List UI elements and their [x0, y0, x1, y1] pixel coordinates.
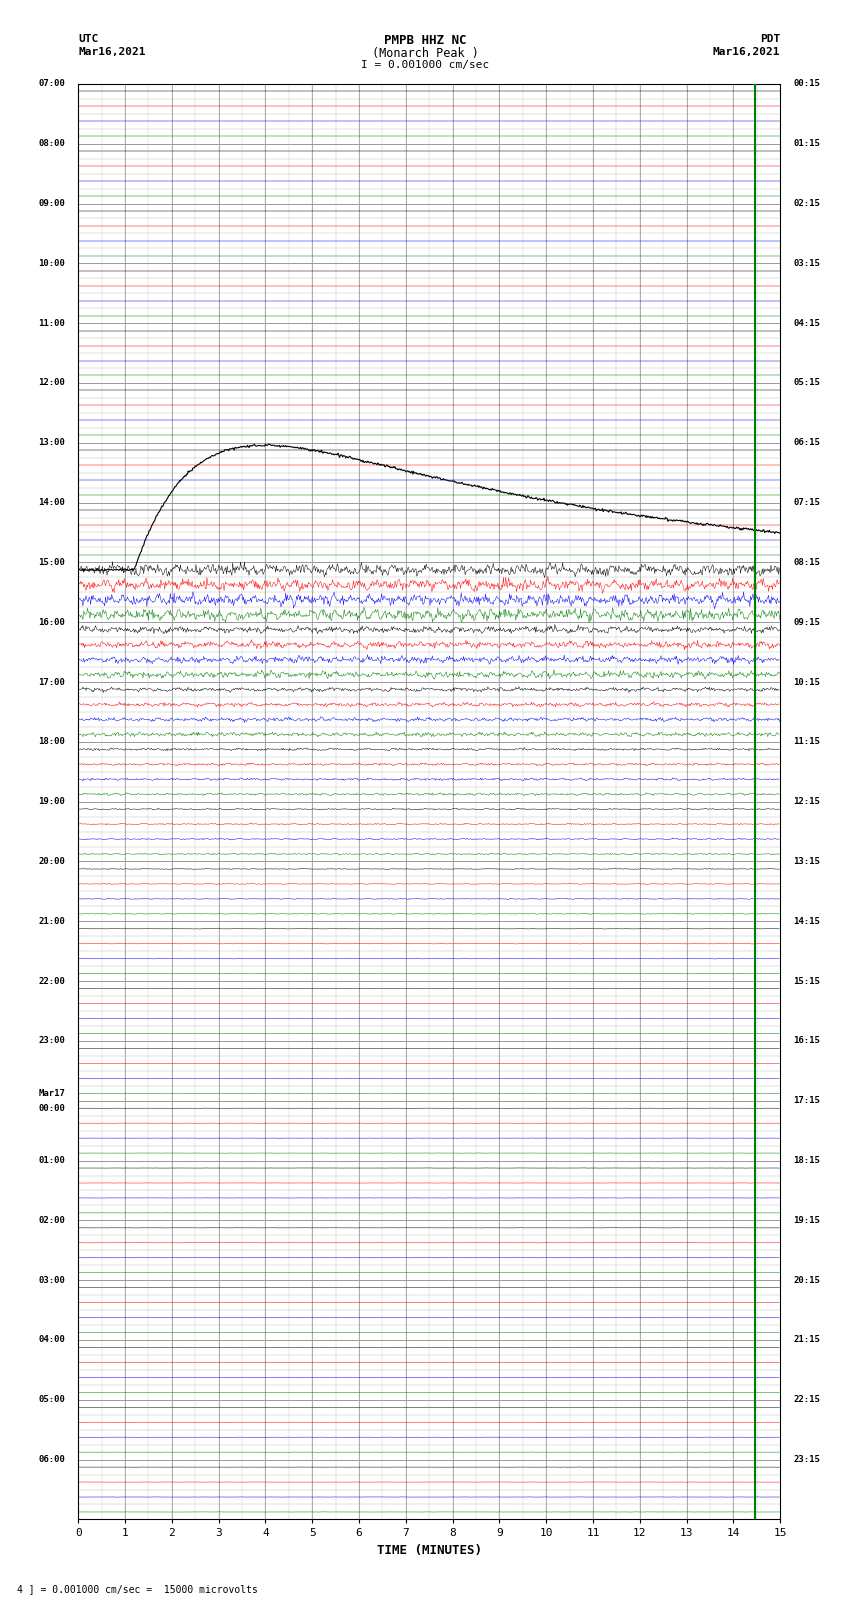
Text: Mar16,2021: Mar16,2021: [713, 47, 780, 56]
Text: 05:00: 05:00: [38, 1395, 65, 1405]
Text: 11:00: 11:00: [38, 319, 65, 327]
Text: 11:15: 11:15: [793, 737, 820, 747]
Text: 17:00: 17:00: [38, 677, 65, 687]
Text: 08:15: 08:15: [793, 558, 820, 566]
Text: (Monarch Peak ): (Monarch Peak ): [371, 47, 479, 60]
Text: 10:00: 10:00: [38, 258, 65, 268]
Text: 14:15: 14:15: [793, 916, 820, 926]
Text: 14:00: 14:00: [38, 498, 65, 506]
Text: 22:00: 22:00: [38, 976, 65, 986]
Text: 01:00: 01:00: [38, 1157, 65, 1165]
Text: 20:00: 20:00: [38, 857, 65, 866]
Text: PMPB HHZ NC: PMPB HHZ NC: [383, 34, 467, 47]
Text: 03:15: 03:15: [793, 258, 820, 268]
Text: 02:15: 02:15: [793, 198, 820, 208]
Text: 13:15: 13:15: [793, 857, 820, 866]
Text: 07:00: 07:00: [38, 79, 65, 89]
Text: 16:15: 16:15: [793, 1037, 820, 1045]
Text: Mar17: Mar17: [38, 1089, 65, 1098]
Text: 10:15: 10:15: [793, 677, 820, 687]
Text: 06:00: 06:00: [38, 1455, 65, 1465]
Text: 20:15: 20:15: [793, 1276, 820, 1284]
Text: 17:15: 17:15: [793, 1097, 820, 1105]
Text: 04:15: 04:15: [793, 319, 820, 327]
Text: 00:15: 00:15: [793, 79, 820, 89]
Text: 19:00: 19:00: [38, 797, 65, 806]
Text: UTC: UTC: [78, 34, 99, 44]
Text: 4 ] = 0.001000 cm/sec =  15000 microvolts: 4 ] = 0.001000 cm/sec = 15000 microvolts: [17, 1584, 258, 1594]
Text: Mar16,2021: Mar16,2021: [78, 47, 145, 56]
Text: 23:15: 23:15: [793, 1455, 820, 1465]
Text: 19:15: 19:15: [793, 1216, 820, 1224]
Text: 12:00: 12:00: [38, 379, 65, 387]
Text: 09:15: 09:15: [793, 618, 820, 627]
Text: 08:00: 08:00: [38, 139, 65, 148]
Text: 18:00: 18:00: [38, 737, 65, 747]
Text: 21:15: 21:15: [793, 1336, 820, 1345]
Text: 21:00: 21:00: [38, 916, 65, 926]
Text: 09:00: 09:00: [38, 198, 65, 208]
Text: 22:15: 22:15: [793, 1395, 820, 1405]
Text: I = 0.001000 cm/sec: I = 0.001000 cm/sec: [361, 60, 489, 69]
Text: 03:00: 03:00: [38, 1276, 65, 1284]
Text: 07:15: 07:15: [793, 498, 820, 506]
Text: 02:00: 02:00: [38, 1216, 65, 1224]
Text: 23:00: 23:00: [38, 1037, 65, 1045]
Text: 16:00: 16:00: [38, 618, 65, 627]
Text: 18:15: 18:15: [793, 1157, 820, 1165]
Text: 01:15: 01:15: [793, 139, 820, 148]
Text: 04:00: 04:00: [38, 1336, 65, 1345]
Text: 12:15: 12:15: [793, 797, 820, 806]
Text: 15:00: 15:00: [38, 558, 65, 566]
X-axis label: TIME (MINUTES): TIME (MINUTES): [377, 1544, 482, 1557]
Text: 00:00: 00:00: [38, 1103, 65, 1113]
Text: 05:15: 05:15: [793, 379, 820, 387]
Text: 06:15: 06:15: [793, 439, 820, 447]
Text: 15:15: 15:15: [793, 976, 820, 986]
Text: PDT: PDT: [760, 34, 780, 44]
Text: 13:00: 13:00: [38, 439, 65, 447]
